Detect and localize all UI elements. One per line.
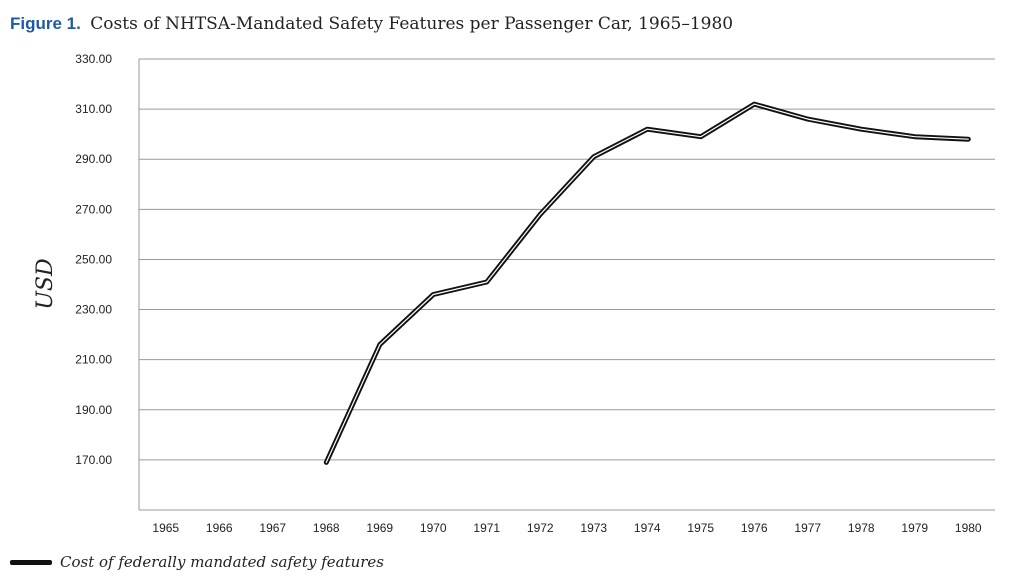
y-tick-label: 290.00 (75, 152, 112, 166)
x-tick-label: 1970 (420, 521, 447, 535)
figure-title: Figure 1. Costs of NHTSA-Mandated Safety… (10, 14, 733, 34)
y-tick-label: 250.00 (75, 252, 112, 266)
gridlines (139, 58, 995, 461)
y-tick-label: 170.00 (75, 453, 112, 467)
x-tick-label: 1969 (366, 521, 393, 535)
x-tick-label: 1976 (741, 521, 768, 535)
x-tick-label: 1979 (901, 521, 928, 535)
x-tick-label: 1973 (580, 521, 607, 535)
legend-swatch (10, 559, 52, 565)
x-tick-label: 1968 (313, 521, 340, 535)
x-tick-label: 1978 (848, 521, 875, 535)
y-tick-labels: 170.00 190.00 210.00 230.00 250.00 270.00 290.… (75, 52, 112, 467)
figure-label: Figure 1. (10, 14, 81, 33)
y-tick-label: 210.00 (75, 353, 112, 367)
x-tick-label: 1967 (259, 521, 286, 535)
data-series (323, 101, 971, 465)
x-tick-label: 1974 (634, 521, 661, 535)
x-tick-label: 1980 (955, 521, 982, 535)
y-tick-label: 310.00 (75, 102, 112, 116)
x-tick-label: 1975 (687, 521, 714, 535)
legend: Cost of federally mandated safety featur… (10, 553, 384, 571)
x-tick-labels: 1965 1966 1967 1968 1969 1970 1971 1972 1973 1974… (152, 521, 982, 535)
y-tick-label: 330.00 (75, 52, 112, 66)
axes (138, 59, 995, 511)
series-line (323, 101, 971, 465)
y-tick-label: 190.00 (75, 403, 112, 417)
x-tick-label: 1972 (527, 521, 554, 535)
y-tick-label: 270.00 (75, 202, 112, 216)
series-line-inner (325, 103, 969, 463)
x-tick-label: 1977 (794, 521, 821, 535)
legend-label: Cost of federally mandated safety featur… (60, 553, 385, 571)
x-tick-label: 1965 (152, 521, 179, 535)
x-tick-label: 1966 (206, 521, 233, 535)
y-axis-label: USD (33, 258, 58, 310)
x-tick-label: 1971 (473, 521, 500, 535)
figure-caption: Costs of NHTSA-Mandated Safety Features … (90, 14, 734, 34)
y-tick-label: 230.00 (75, 303, 112, 317)
